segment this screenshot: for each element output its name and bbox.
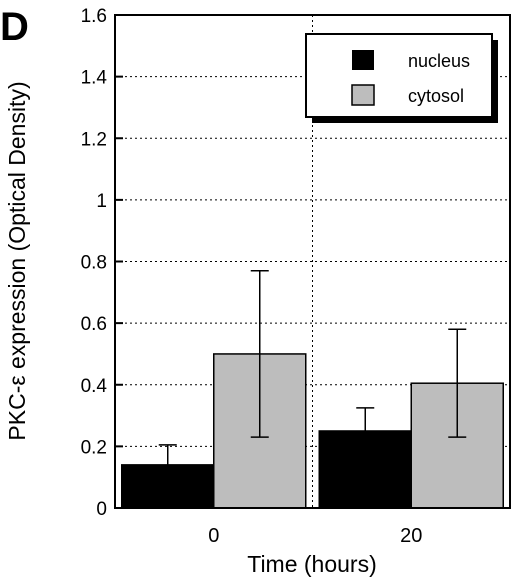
y-tick-label-2: 0.4: [81, 376, 108, 397]
y-tick-label-7: 1.4: [81, 68, 108, 89]
gridlines: [115, 15, 510, 508]
x-axis-ticks: 0 20: [208, 525, 422, 547]
y-tick-label-6: 1.2: [81, 129, 107, 150]
legend-swatch-cytosol: [351, 84, 375, 106]
legend-label-cytosol: cytosol: [408, 86, 464, 106]
y-axis-label: PKC-ε expression (Optical Density): [4, 81, 30, 440]
y-tick-label-8: 1.6: [81, 6, 107, 27]
x-axis-label: Time (hours): [247, 551, 377, 577]
y-tick-label-0: 0: [96, 499, 107, 520]
error-bars: [158, 269, 467, 486]
y-tick-label-5: 1: [96, 191, 107, 212]
y-tick-label-3: 0.6: [81, 314, 107, 335]
x-tick-label-1: 20: [400, 525, 422, 547]
y-tick-label-1: 0.2: [81, 437, 107, 458]
legend-label-nucleus: nucleus: [408, 51, 470, 71]
legend-swatch-nucleus: [352, 50, 374, 70]
y-tick-label-4: 0.8: [81, 253, 107, 274]
legend-box: [305, 33, 493, 118]
x-tick-label-0: 0: [208, 525, 219, 547]
legend: nucleus cytosol: [305, 33, 498, 123]
panel-label: D: [0, 5, 29, 49]
y-axis-ticks: 0 0.2 0.4 0.6 0.8 1 1.2 1.4 1.6: [81, 6, 123, 520]
